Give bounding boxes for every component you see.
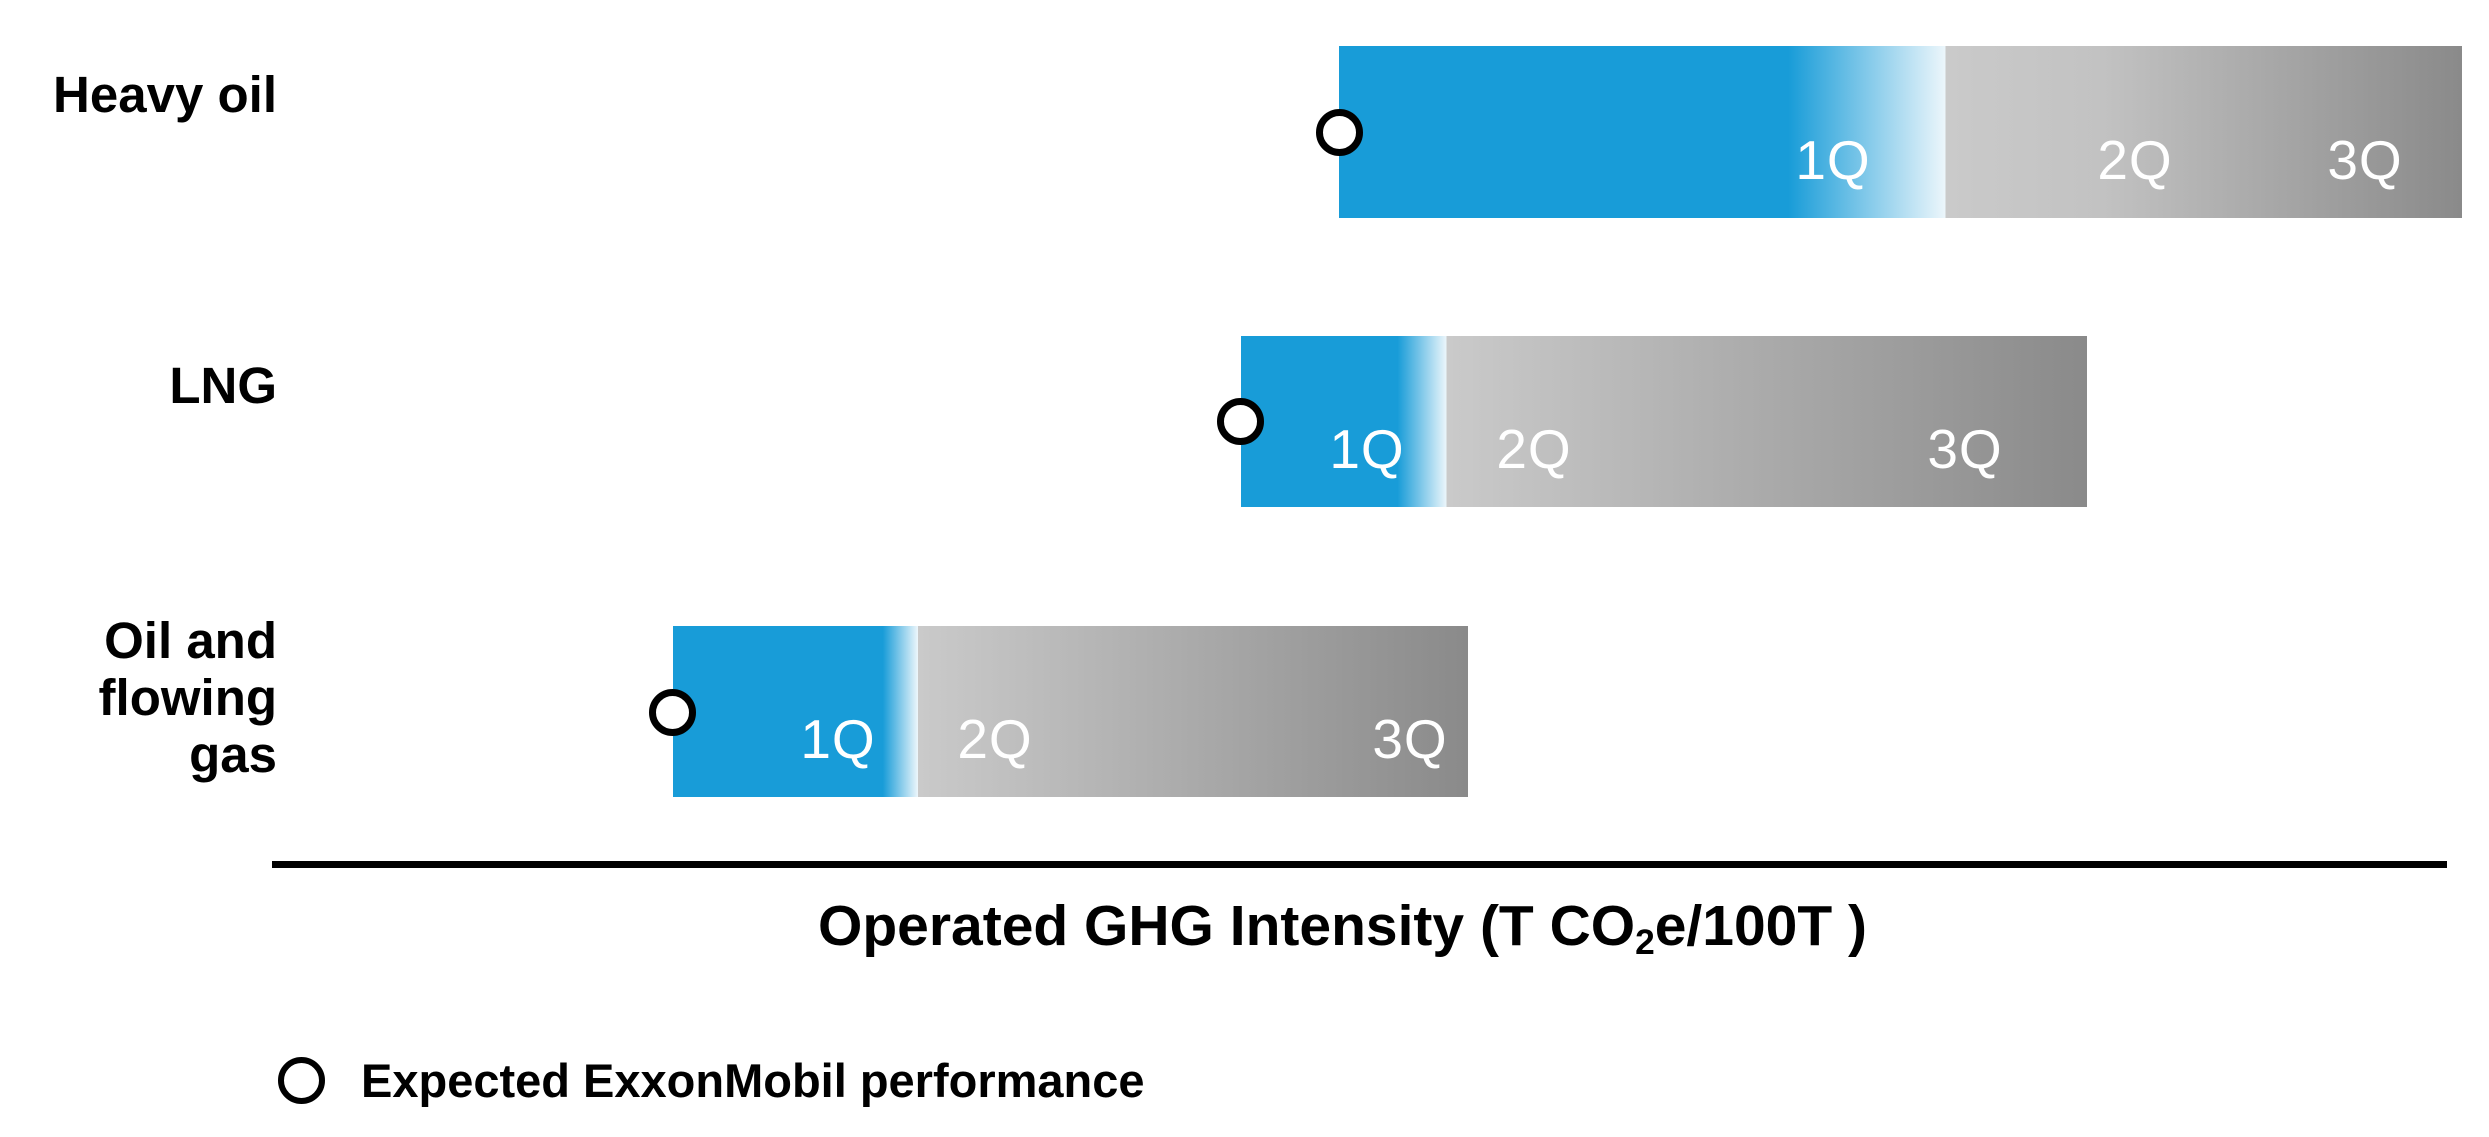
quartile-label-2q: 2Q: [2097, 128, 2173, 191]
quartile-label-3q: 3Q: [2327, 128, 2403, 191]
legend: Expected ExxonMobil performance: [278, 1053, 1145, 1108]
axis-title-prefix: Operated GHG Intensity (T CO: [817, 894, 1636, 958]
range-bar-oil-and-flowing-gas: 1Q 2Q 3Q: [673, 626, 1468, 797]
category-label-heavy-oil: Heavy oil: [0, 66, 277, 123]
expected-performance-marker-oil-and-flowing-gas: [649, 689, 696, 736]
range-bar-heavy-oil: 1Q 2Q 3Q: [1339, 46, 2462, 218]
quartile-label-1q: 1Q: [800, 707, 876, 770]
quartile-label-2q: 2Q: [957, 707, 1033, 770]
expected-performance-marker-heavy-oil: [1316, 109, 1363, 156]
range-bar-lng: 1Q 2Q 3Q: [1241, 336, 2087, 507]
quartile-label-3q: 3Q: [1372, 707, 1448, 770]
category-line: Oil and: [104, 612, 277, 669]
quartile-label-2q: 2Q: [1496, 417, 1572, 480]
quartile-label-1q: 1Q: [1329, 417, 1405, 480]
category-line: flowing gas: [98, 669, 277, 783]
category-label-lng: LNG: [0, 357, 277, 414]
quartile-label-1q: 1Q: [1795, 128, 1871, 191]
x-axis-title: Operated GHG Intensity (T CO2e/100T ): [255, 893, 2430, 962]
x-axis-line: [272, 861, 2447, 868]
legend-label: Expected ExxonMobil performance: [361, 1054, 1145, 1107]
quartile-label-3q: 3Q: [1927, 417, 2003, 480]
category-line: Heavy oil: [53, 66, 277, 123]
expected-performance-marker-lng: [1217, 398, 1264, 445]
axis-title-suffix: e/100T ): [1654, 894, 1868, 958]
open-circle-icon: [278, 1057, 325, 1104]
axis-title-subscript: 2: [1635, 922, 1655, 962]
category-label-oil-and-flowing-gas: Oil and flowing gas: [0, 612, 277, 783]
category-line: LNG: [169, 357, 277, 414]
